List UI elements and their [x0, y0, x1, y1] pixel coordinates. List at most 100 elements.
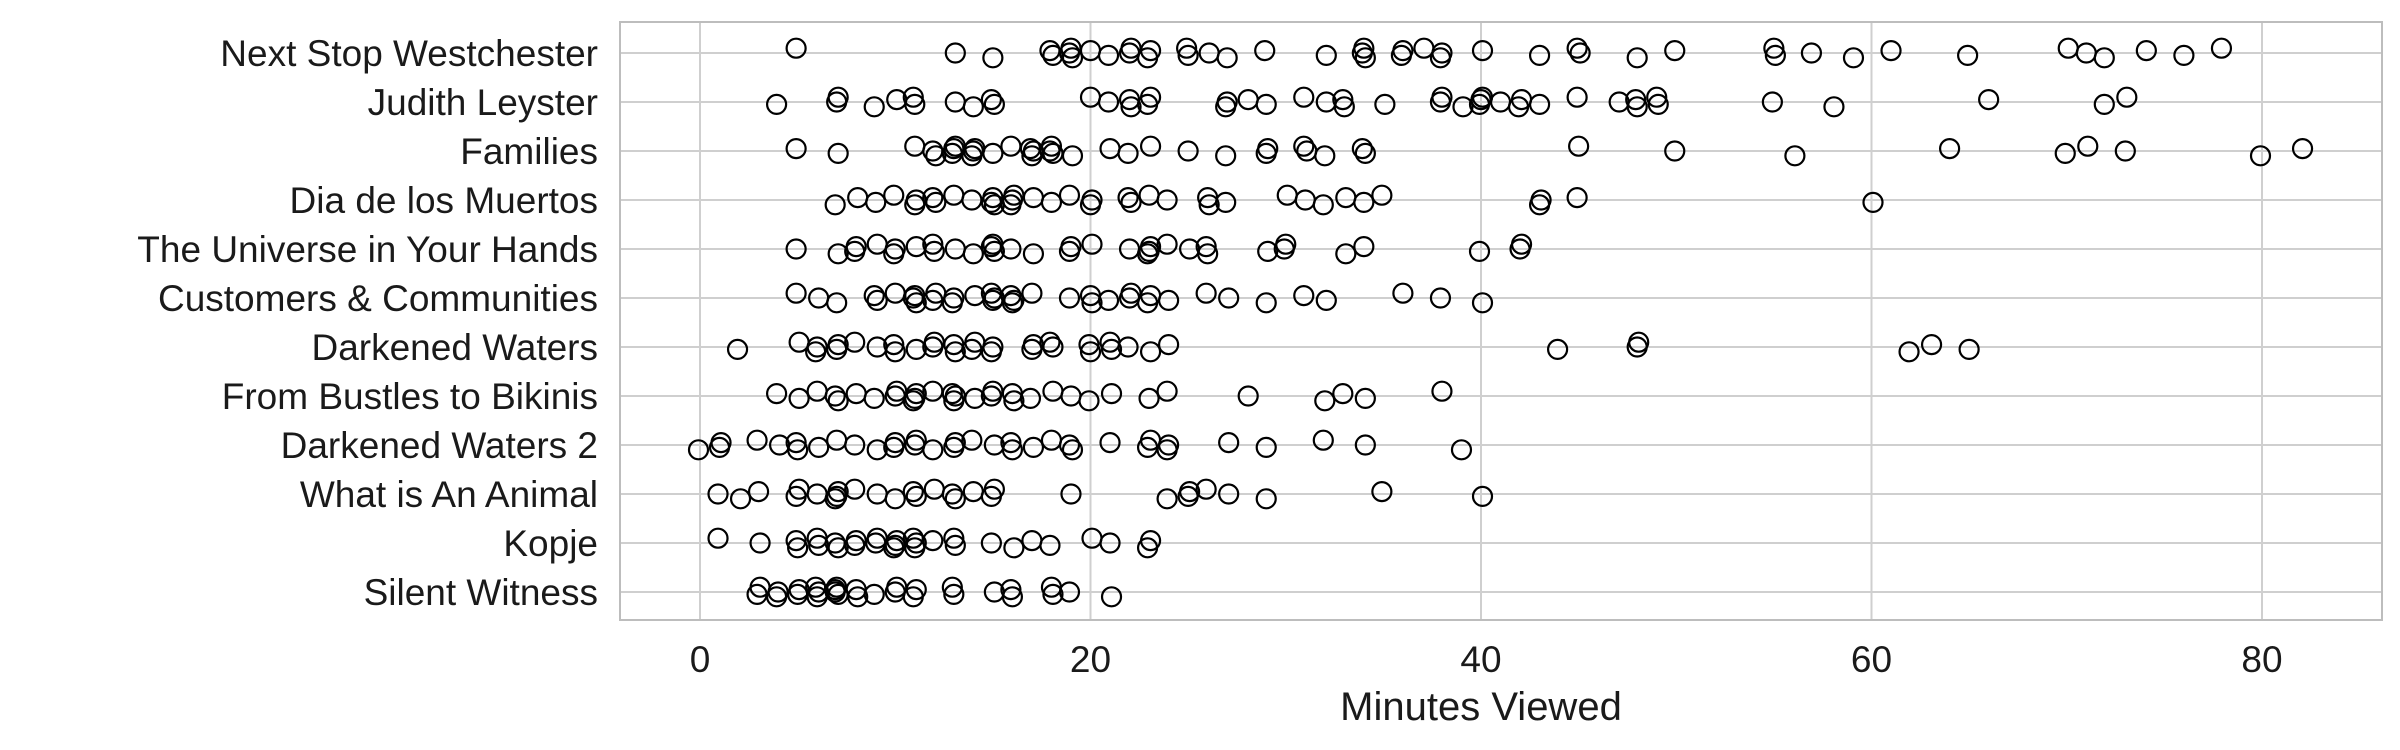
data-point [827, 390, 849, 412]
data-point [1255, 292, 1277, 314]
data-point [1000, 432, 1022, 454]
data-point [1001, 439, 1024, 461]
category-label: Silent Witness [364, 572, 598, 613]
data-point [983, 478, 1005, 500]
data-point [1058, 184, 1081, 206]
data-point [941, 576, 963, 598]
data-point [1000, 194, 1022, 216]
data-point [1000, 238, 1022, 260]
data-point [2116, 86, 2138, 108]
data-point [845, 383, 867, 405]
data-point [1335, 187, 1357, 209]
data-point [844, 240, 866, 262]
x-tick-label: 40 [1460, 639, 1501, 680]
data-point [1079, 341, 1102, 363]
data-point [884, 488, 906, 510]
data-point [883, 436, 905, 458]
data-point [944, 534, 966, 557]
data-point [1081, 233, 1103, 255]
data-point [1195, 478, 1217, 500]
data-point [1039, 331, 1061, 353]
data-point [944, 341, 966, 363]
data-point [1021, 282, 1043, 304]
data-point [2114, 140, 2136, 162]
data-point [1314, 145, 1336, 167]
data-point [941, 383, 963, 405]
data-point [1195, 236, 1217, 258]
data-point [1958, 338, 1980, 360]
data-point [2093, 47, 2115, 69]
data-point [1257, 240, 1279, 262]
data-point [1255, 436, 1277, 458]
data-point [1626, 47, 1648, 69]
data-point [943, 390, 965, 412]
data-point [884, 341, 906, 363]
data-point [1510, 88, 1533, 111]
data-point [2077, 135, 2099, 157]
data-point [847, 586, 869, 608]
data-point [1218, 432, 1240, 454]
data-point [1099, 532, 1121, 554]
data-point [1003, 537, 1025, 559]
data-point [1978, 88, 2000, 111]
data-point [1823, 96, 1845, 118]
data-point [844, 434, 866, 456]
data-point [1078, 390, 1100, 412]
data-point [746, 429, 768, 451]
data-point [883, 243, 905, 265]
data-point [922, 529, 944, 552]
data-point [1354, 387, 1376, 409]
data-point [1139, 529, 1162, 552]
data-point [1842, 47, 1865, 69]
data-point [1156, 488, 1178, 510]
category-label: The Universe in Your Hands [137, 229, 598, 270]
data-point [2054, 142, 2076, 164]
data-point [1293, 86, 1315, 108]
data-point [788, 478, 810, 500]
data-point [1042, 380, 1064, 402]
data-point [729, 488, 752, 510]
data-point [865, 191, 887, 213]
x-tick-label: 80 [2241, 639, 2282, 680]
data-point [1078, 334, 1100, 356]
data-point [707, 483, 729, 505]
data-point [980, 88, 1002, 111]
data-point [905, 338, 927, 360]
data-point [1058, 42, 1081, 64]
category-label: Darkened Waters [311, 327, 598, 368]
data-point [749, 532, 771, 554]
data-point [826, 292, 848, 314]
data-point [1021, 529, 1043, 552]
data-point [905, 292, 927, 314]
data-point [1042, 583, 1064, 606]
data-point [1237, 385, 1259, 407]
data-point [1156, 233, 1178, 255]
data-point [1431, 380, 1453, 402]
data-point [883, 334, 905, 356]
data-point [1100, 586, 1123, 608]
data-point [1764, 44, 1786, 67]
data-point [1215, 191, 1237, 213]
data-point [1374, 93, 1396, 116]
data-point [1216, 47, 1238, 69]
data-point [962, 243, 984, 265]
category-label: Kopje [503, 523, 598, 564]
data-point [922, 187, 944, 209]
data-points [687, 37, 2314, 608]
data-point [1058, 240, 1081, 262]
data-point [1429, 91, 1452, 113]
data-point [1784, 145, 1806, 167]
data-point [1058, 581, 1081, 603]
data-point [884, 282, 906, 304]
data-point [1003, 289, 1025, 311]
data-point [902, 481, 924, 503]
data-point [922, 439, 944, 461]
data-point [943, 436, 965, 458]
data-point [1139, 341, 1162, 363]
data-point [1333, 96, 1355, 118]
category-label: Dia de los Muertos [290, 180, 598, 221]
data-point [1354, 142, 1376, 164]
data-point [1060, 483, 1082, 505]
data-point [944, 42, 966, 64]
data-point [1157, 289, 1180, 311]
